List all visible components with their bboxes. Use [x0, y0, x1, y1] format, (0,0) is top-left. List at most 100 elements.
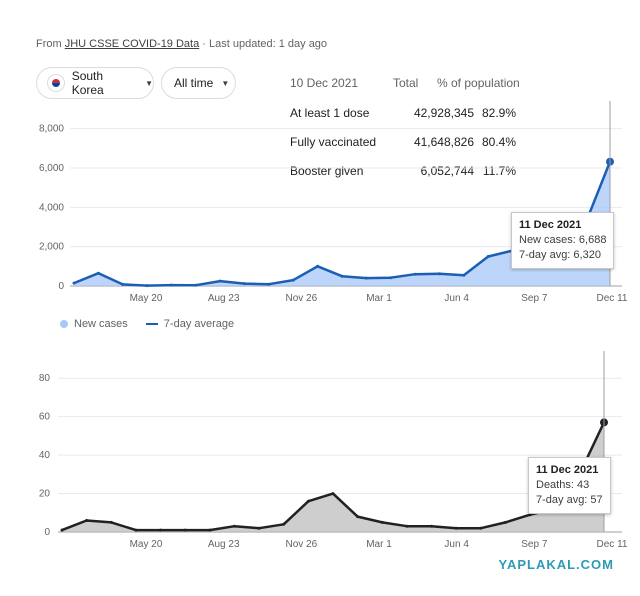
daily-values-area: [62, 422, 604, 532]
data-point: [504, 520, 507, 524]
data-point: [257, 526, 261, 530]
x-tick-label: Nov 26: [285, 293, 317, 304]
vaccination-header: 10 Dec 2021 Total % of population: [290, 76, 530, 96]
x-tick-label: Mar 1: [366, 539, 392, 550]
data-point: [331, 492, 335, 496]
source-suffix: · Last updated: 1 day ago: [202, 38, 328, 50]
x-tick-label: Aug 23: [208, 539, 240, 550]
source-link[interactable]: JHU CSSE COVID-19 Data: [64, 38, 200, 50]
row-pct: 82.9%: [481, 106, 516, 120]
y-tick-label: 20: [39, 489, 51, 500]
y-tick-label: 80: [39, 373, 51, 384]
legend-avg: 7-day average: [163, 318, 235, 330]
row-total: 41,648,826: [413, 135, 474, 149]
x-tick-label: Jun 4: [444, 539, 469, 550]
y-tick-label: 4,000: [39, 202, 64, 213]
cases-legend: New cases 7-day average: [60, 318, 234, 330]
data-point: [438, 272, 441, 276]
y-tick-label: 8,000: [39, 124, 64, 135]
new-cases-swatch: [60, 320, 68, 328]
total-header: Total: [393, 76, 419, 90]
tooltip-avg: 7-day avg: 57: [536, 494, 603, 506]
data-point: [405, 524, 409, 528]
data-point: [316, 264, 320, 268]
deaths-tooltip: 11 Dec 2021 Deaths: 43 7-day avg: 57: [528, 457, 611, 514]
data-point: [430, 524, 433, 528]
chevron-down-icon: ▼: [221, 78, 230, 88]
chevron-down-icon: ▼: [145, 78, 153, 88]
cases-chart: 0 2,000 4,000 6,000 8,000 May 20 Aug 23 Nov 26 M…: [39, 101, 628, 304]
row-label: Fully vaccinated: [290, 135, 377, 149]
pct-header: % of population: [437, 76, 520, 90]
data-point: [194, 283, 198, 287]
data-point: [218, 279, 222, 283]
y-tick-label: 0: [58, 281, 64, 292]
avg-swatch: [145, 323, 158, 325]
deaths-chart: 0 20 40 60 80 May 20 Aug 23 Nov 26 Mar 1 Jun 4 Sep…: [39, 351, 628, 550]
cases-tooltip: 11 Dec 2021 New cases: 6,688 7-day avg: …: [511, 212, 615, 269]
y-tick-label: 40: [39, 450, 51, 461]
data-point: [356, 515, 360, 519]
data-point: [233, 524, 236, 528]
data-point: [364, 276, 368, 280]
legend-new-cases: New cases: [74, 318, 128, 330]
data-point: [183, 528, 187, 532]
data-point: [134, 528, 138, 532]
y-tick-label: 60: [39, 412, 51, 423]
x-tick-label: Nov 26: [285, 539, 317, 550]
y-tick-label: 6,000: [39, 163, 64, 174]
x-tick-label: Sep 7: [521, 293, 548, 304]
tooltip-deaths: Deaths: 43: [536, 479, 590, 491]
data-point: [454, 526, 458, 530]
data-point: [486, 255, 490, 258]
data-point: [159, 528, 162, 532]
data-point: [60, 528, 64, 532]
time-range-label: All time: [174, 76, 214, 90]
data-point: [282, 522, 286, 526]
data-point: [96, 271, 100, 275]
data-point: [145, 284, 149, 288]
data-point: [208, 528, 212, 532]
data-point: [109, 520, 113, 524]
x-tick-label: Jun 4: [444, 293, 469, 304]
x-tick-label: Dec 11: [597, 293, 628, 304]
source-prefix: From: [36, 38, 62, 50]
data-point: [479, 526, 483, 530]
tooltip-date: 11 Dec 2021: [536, 464, 599, 476]
data-point: [291, 278, 295, 282]
data-point: [462, 273, 466, 277]
data-point: [121, 282, 125, 286]
vaccination-row: Fully vaccinated 41,648,826 80.4%: [290, 135, 530, 155]
data-point: [85, 519, 89, 522]
x-tick-label: Dec 11: [597, 539, 628, 550]
data-point: [243, 282, 246, 286]
tooltip-avg: 7-day avg: 6,320: [519, 249, 601, 261]
data-point: [170, 283, 173, 287]
tooltip-new-cases: New cases: 6,688: [519, 234, 607, 246]
data-point: [306, 499, 310, 503]
vaccination-row: At least 1 dose 42,928,345 82.9%: [290, 106, 530, 126]
data-point: [267, 282, 271, 286]
data-point: [413, 272, 417, 276]
row-label: At least 1 dose: [290, 106, 370, 120]
daily-values-area: [74, 161, 610, 286]
watermark-logo: YAPLAKAL.COM: [498, 557, 614, 572]
south-korea-flag-icon: [47, 74, 65, 92]
time-range-dropdown[interactable]: All time ▼: [161, 67, 236, 99]
x-tick-label: May 20: [130, 293, 163, 304]
data-point: [340, 274, 344, 278]
row-total: 42,928,345: [413, 106, 474, 120]
x-tick-label: Mar 1: [366, 293, 392, 304]
x-tick-label: Aug 23: [208, 293, 240, 304]
y-tick-label: 2,000: [39, 242, 64, 253]
vaccination-date: 10 Dec 2021: [290, 76, 359, 90]
x-tick-label: Sep 7: [521, 539, 548, 550]
x-tick-label: May 20: [130, 539, 163, 550]
data-source: From JHU CSSE COVID-19 Data · Last updat…: [36, 38, 327, 50]
data-point: [72, 281, 76, 285]
y-tick-label: 0: [44, 527, 50, 538]
row-pct: 80.4%: [481, 135, 516, 149]
data-point: [389, 276, 393, 280]
tooltip-date: 11 Dec 2021: [519, 219, 582, 231]
country-dropdown[interactable]: South Korea ▼: [36, 67, 154, 99]
